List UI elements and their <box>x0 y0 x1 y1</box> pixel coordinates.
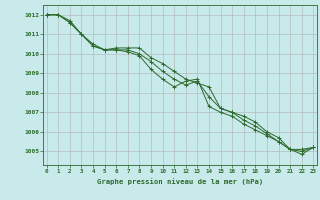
X-axis label: Graphe pression niveau de la mer (hPa): Graphe pression niveau de la mer (hPa) <box>97 178 263 185</box>
